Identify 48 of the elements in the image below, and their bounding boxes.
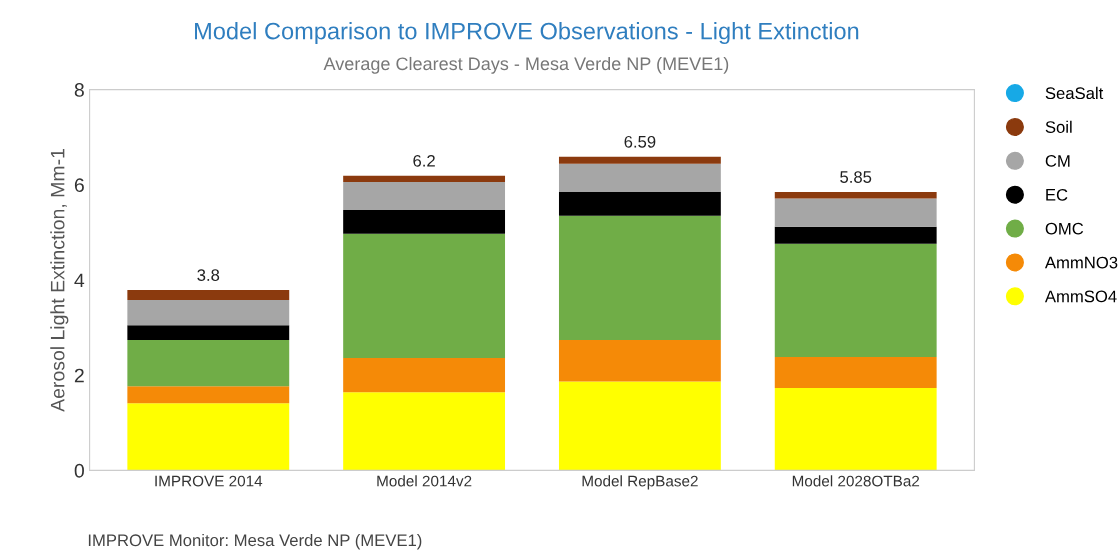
bar [774, 226, 937, 244]
bar [343, 358, 506, 393]
bar [774, 357, 937, 389]
bar [343, 175, 506, 182]
x-tick-label: Model 2014v2 [377, 475, 472, 487]
legend-label: Soil [1045, 120, 1072, 133]
total-label: 6.2 [413, 154, 435, 167]
legend-label: AmmSO4 [1044, 290, 1117, 303]
y-tick-label: 2 [74, 368, 84, 383]
bar [343, 392, 506, 471]
bar [558, 339, 721, 382]
bar [343, 210, 506, 234]
x-tick-label: Model 2028OTBa2 [792, 475, 920, 487]
legend-label: EC [1046, 188, 1068, 201]
x-tick-label: Model RepBase2 [582, 475, 698, 490]
bar [558, 163, 721, 192]
bar [127, 325, 290, 340]
bar [558, 191, 721, 216]
chart-title: Model Comparison to IMPROVE Observations - Light Extinction [195, 22, 859, 45]
bar [774, 243, 937, 358]
bar [127, 339, 290, 387]
y-tick-label: 8 [74, 83, 84, 97]
total-label: 5.85 [840, 171, 872, 183]
legend-label: OMC [1045, 222, 1084, 235]
bar [127, 403, 290, 471]
total-label: 6.59 [624, 135, 656, 148]
bar [127, 290, 290, 300]
y-tick-label: 6 [74, 178, 84, 193]
legend-label: AmmNO3 [1044, 256, 1118, 269]
legend-label: SeaSalt [1045, 86, 1104, 100]
y-tick-label: 0 [74, 463, 84, 478]
bar [774, 191, 937, 199]
bar [127, 386, 290, 404]
x-tick-label: IMPROVE 2014 [155, 475, 263, 487]
bar [774, 388, 937, 471]
text: IMPROVE Monitor: Mesa Verde NP (MEVE1) [88, 533, 422, 550]
y-tick-label: 4 [74, 273, 85, 288]
y-axis-title: Aerosol Light Extinction, Mm-1 [50, 149, 69, 412]
bar [343, 233, 506, 359]
bar [558, 381, 721, 471]
legend-label: CM [1045, 155, 1070, 167]
total-label: 3.8 [197, 269, 220, 281]
bar [774, 198, 937, 227]
chart-subtitle: Average Clearest Days - Mesa Verde NP (MEVE1) [323, 56, 729, 74]
bar [558, 156, 721, 164]
bar [558, 215, 721, 340]
bar [127, 299, 290, 326]
bar [343, 181, 506, 211]
